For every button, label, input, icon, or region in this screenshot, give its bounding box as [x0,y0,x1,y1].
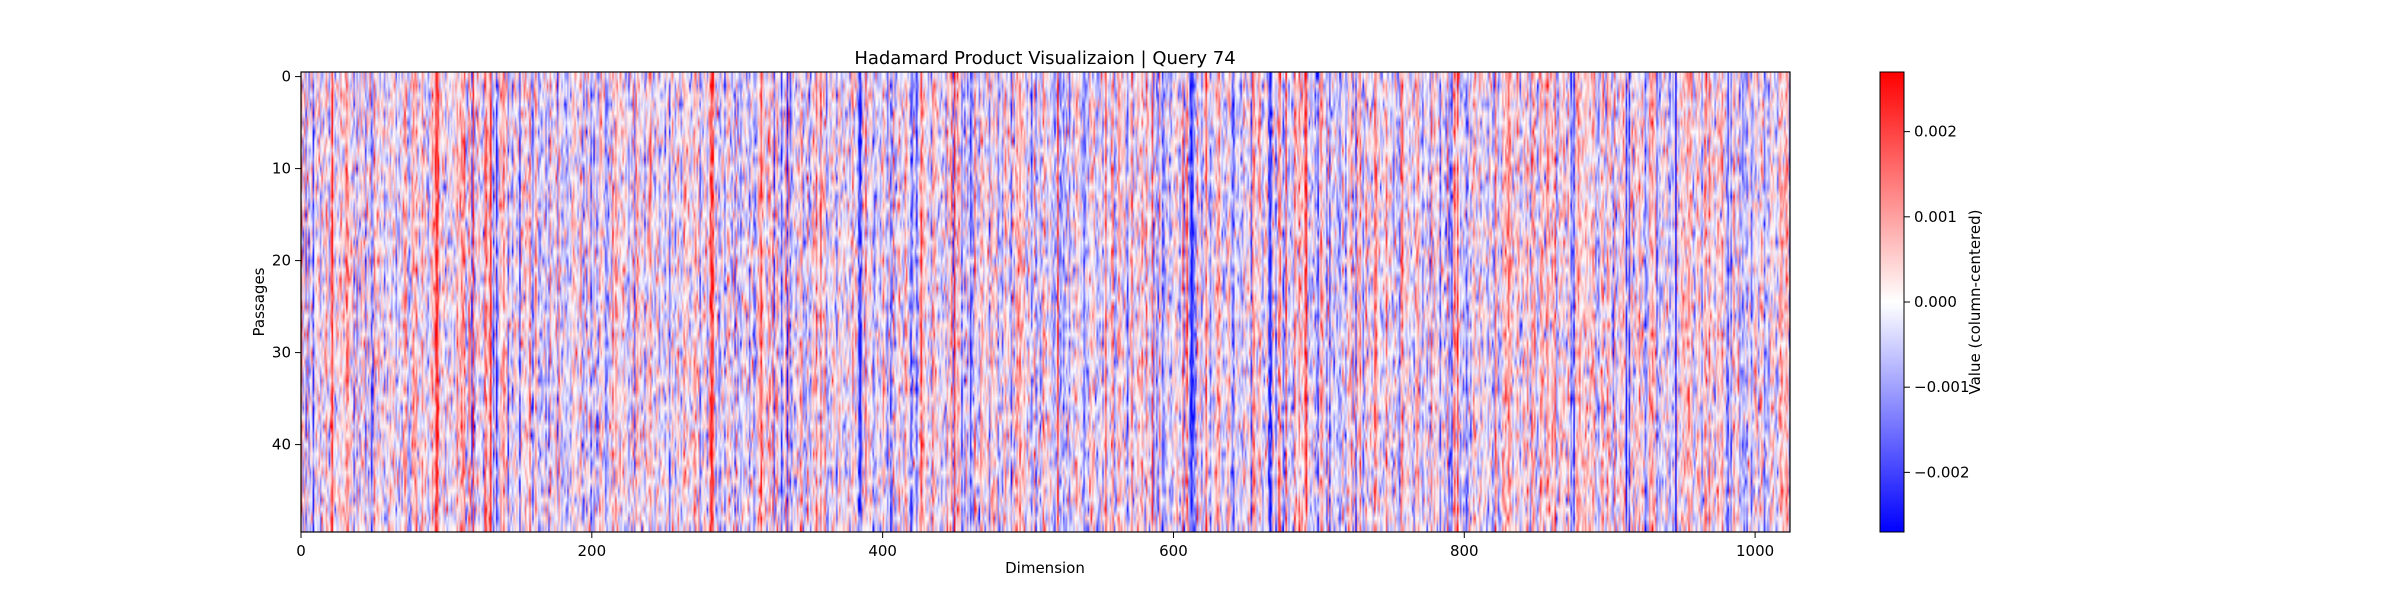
x-tick-label: 200 [578,542,607,560]
colorbar-tick-label: −0.001 [1914,378,1970,396]
y-tick-label: 20 [272,252,291,270]
colorbar-tick-label: 0.000 [1914,293,1957,311]
heatmap-cells [301,72,1790,532]
colorbar-tick-label: −0.002 [1914,463,1970,481]
x-tick-label: 1000 [1736,542,1774,560]
plot-frame [300,71,1791,533]
colorbar-gradient [1879,71,1905,533]
y-tick-label: 0 [281,68,291,86]
colorbar-label: Value (column-centered) [1966,210,1984,395]
chart-title: Hadamard Product Visualizaion | Query 74 [854,48,1235,69]
heatmap-area [300,71,1791,533]
x-tick-label: 0 [296,542,306,560]
x-tick-label: 800 [1450,542,1479,560]
y-axis-ticks: 0 10 20 30 40 [272,68,301,454]
y-tick-label: 10 [272,160,291,178]
y-tick-label: 40 [272,436,291,454]
x-tick-label: 400 [868,542,897,560]
y-axis-label: Passages [250,267,268,336]
colorbar-tick-label: 0.002 [1914,123,1957,141]
colorbar-ticks: −0.002 −0.001 0.000 0.001 0.002 [1904,123,1970,481]
x-tick-label: 600 [1159,542,1188,560]
x-axis-label: Dimension [1005,559,1085,577]
colorbar: −0.002 −0.001 0.000 0.001 0.002 Value (colum… [1879,71,1984,533]
y-tick-label: 30 [272,344,291,362]
colorbar-tick-label: 0.001 [1914,208,1957,226]
x-axis-ticks: 0 200 400 600 800 1000 [296,532,1774,560]
